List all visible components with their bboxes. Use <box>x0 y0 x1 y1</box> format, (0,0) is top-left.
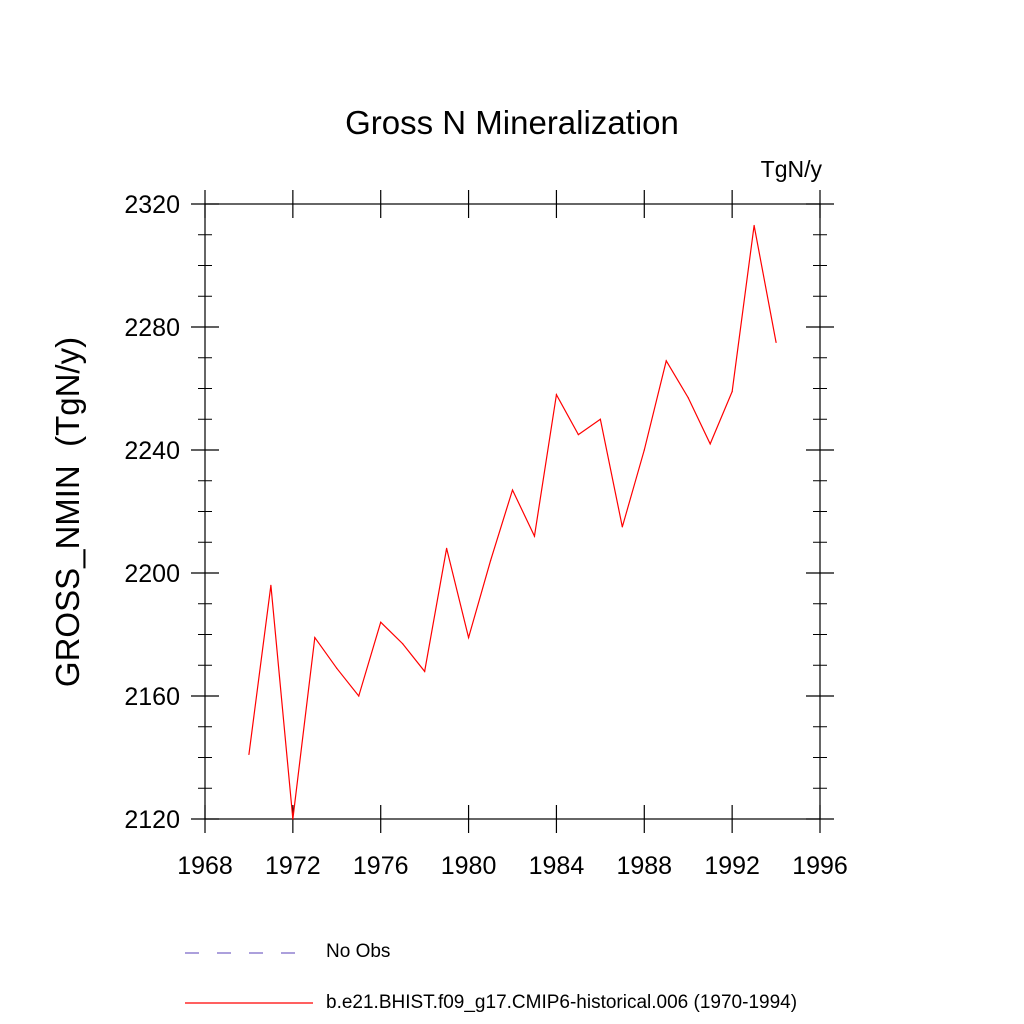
data-point <box>665 360 667 362</box>
series-group <box>248 224 777 820</box>
y-tick-label: 2160 <box>124 683 180 711</box>
data-point <box>621 526 623 528</box>
data-point <box>424 670 426 673</box>
data-point <box>467 636 470 639</box>
y-tick-label: 2280 <box>124 314 180 342</box>
data-point <box>533 535 536 537</box>
y-tick-label: 2320 <box>124 191 180 219</box>
x-tick-label: 1992 <box>704 852 760 880</box>
data-point <box>555 394 558 396</box>
data-point <box>775 341 777 343</box>
ticks-group: 1968 1972 1976 1980 1984 1988 1992 1996 2120 2160… <box>124 190 848 880</box>
data-point <box>446 547 448 550</box>
x-tick-label: 1988 <box>616 852 672 880</box>
data-point <box>643 449 645 451</box>
y-tick-label: 2120 <box>124 806 180 834</box>
data-point <box>489 560 492 562</box>
x-tick-label: 1972 <box>265 852 321 880</box>
data-point <box>687 397 689 399</box>
chart-title: Gross N Mineralization <box>345 104 679 141</box>
data-point <box>336 667 338 669</box>
units-label: TgN/y <box>760 156 822 182</box>
axes-group <box>204 203 821 820</box>
data-point <box>577 434 579 436</box>
data-point <box>731 390 733 393</box>
y-tick-label: 2240 <box>124 437 180 465</box>
legend-label-no-obs: No Obs <box>326 941 391 962</box>
data-point <box>270 584 272 586</box>
series-line <box>248 225 777 820</box>
legend-label-model: b.e21.BHIST.f09_g17.CMIP6-historical.006… <box>326 992 798 1013</box>
plot-frame <box>204 203 821 820</box>
data-point <box>248 753 250 756</box>
data-point <box>314 636 316 639</box>
x-tick-label: 1984 <box>529 852 585 880</box>
data-point <box>292 818 294 820</box>
data-point <box>709 443 711 445</box>
y-tick-label: 2200 <box>124 560 180 588</box>
legend-group <box>185 952 313 1004</box>
x-tick-label: 1996 <box>792 852 848 880</box>
x-tick-label: 1968 <box>177 852 233 880</box>
data-point <box>358 695 360 697</box>
data-point <box>402 643 404 645</box>
data-point <box>753 224 755 227</box>
x-tick-label: 1980 <box>441 852 497 880</box>
x-tick-label: 1976 <box>353 852 409 880</box>
data-point <box>599 418 601 420</box>
data-point <box>380 621 382 623</box>
data-point <box>511 489 514 491</box>
